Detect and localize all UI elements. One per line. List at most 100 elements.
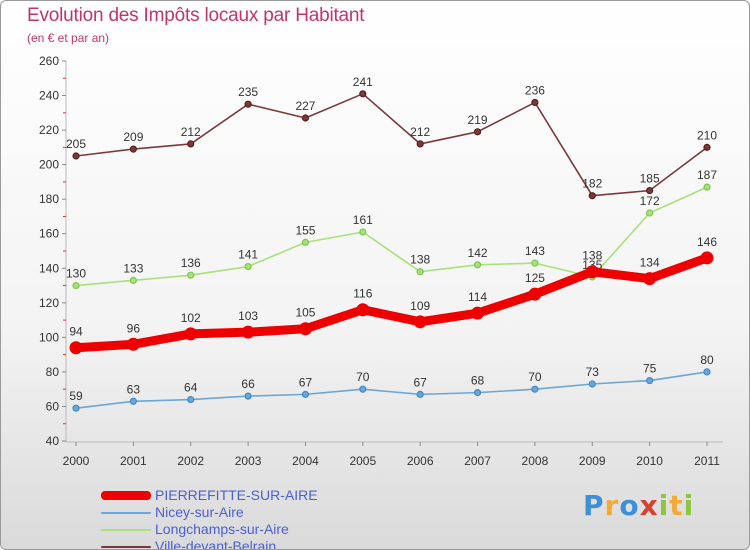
data-label: 67 [299, 375, 313, 389]
data-label: 125 [525, 271, 545, 285]
y-tick-label: 60 [46, 399, 60, 413]
data-label: 64 [184, 381, 198, 395]
legend-swatch [101, 491, 151, 500]
data-label: 142 [468, 246, 488, 260]
logo-letter: i [683, 489, 695, 522]
data-point [244, 392, 252, 400]
y-tick-label: 120 [39, 296, 59, 310]
logo-letter: i [658, 489, 670, 522]
data-point [416, 268, 424, 276]
data-point [531, 385, 539, 393]
proxiti-logo: Proxiti [583, 489, 694, 522]
data-point [359, 385, 367, 393]
x-tick-label: 2006 [407, 454, 434, 468]
legend-swatch [101, 529, 151, 531]
data-label: 182 [582, 177, 602, 191]
y-tick-label: 40 [46, 434, 60, 448]
logo-letter: P [583, 489, 605, 522]
data-label: 138 [582, 249, 602, 263]
data-point [703, 368, 711, 376]
data-point [646, 376, 654, 385]
y-tick-label: 160 [39, 227, 59, 241]
series-line [75, 371, 708, 409]
legend-label: Nicey-sur-Aire [155, 504, 244, 520]
data-label: 109 [410, 299, 430, 313]
data-point [301, 114, 310, 122]
data-label: 146 [697, 235, 717, 249]
data-point [473, 389, 482, 397]
data-label: 130 [66, 267, 86, 281]
series-line [75, 186, 708, 287]
data-label: 219 [468, 113, 488, 127]
data-point [72, 404, 80, 412]
x-tick-label: 2000 [63, 454, 90, 468]
data-point [69, 341, 83, 355]
data-label: 155 [295, 223, 315, 237]
data-label: 70 [528, 370, 542, 384]
data-label: 236 [525, 83, 545, 97]
legend-label: Longchamps-sur-Aire [155, 521, 289, 537]
data-label: 133 [123, 261, 143, 275]
data-point [356, 303, 370, 317]
data-point [588, 380, 596, 388]
data-label: 227 [295, 99, 315, 113]
legend-swatch [101, 546, 151, 548]
chart-subtitle: (en € et par an) [27, 31, 110, 45]
data-label: 172 [640, 194, 660, 208]
data-point [700, 251, 714, 265]
logo-letter: r [604, 489, 620, 522]
data-point [187, 271, 195, 279]
data-point [471, 306, 485, 320]
data-label: 210 [697, 128, 717, 142]
x-tick-label: 2007 [464, 454, 491, 468]
y-tick-label: 260 [39, 54, 59, 68]
data-point [244, 262, 252, 271]
data-point [643, 272, 657, 286]
series-line [71, 253, 712, 353]
data-label: 67 [414, 375, 428, 389]
data-label: 116 [353, 287, 372, 301]
data-point [531, 98, 539, 107]
data-point [473, 128, 482, 136]
data-point [187, 140, 195, 148]
data-label: 80 [700, 353, 714, 367]
data-label: 59 [69, 389, 83, 403]
data-label: 105 [295, 306, 315, 320]
data-point [585, 265, 599, 279]
series-line [75, 93, 708, 197]
data-label: 66 [241, 377, 255, 391]
y-tick-label: 240 [39, 89, 59, 103]
data-point [531, 259, 539, 267]
data-point [129, 276, 137, 284]
data-point [244, 100, 252, 108]
data-point [184, 327, 198, 341]
data-point [359, 90, 367, 98]
data-label: 138 [410, 253, 430, 267]
data-point [187, 395, 195, 404]
data-point [473, 261, 482, 269]
x-tick-label: 2001 [120, 454, 147, 468]
x-tick-label: 2003 [235, 454, 262, 468]
legend-swatch [101, 512, 151, 514]
data-point [416, 140, 424, 148]
data-point [646, 186, 654, 195]
data-label: 73 [586, 365, 600, 379]
logo-letter: o [619, 489, 640, 522]
data-label: 212 [410, 125, 430, 139]
data-point [528, 287, 542, 301]
data-point [703, 143, 711, 151]
data-label: 94 [69, 325, 83, 339]
data-point [129, 397, 137, 405]
data-label: 185 [640, 172, 660, 186]
data-point [72, 281, 80, 290]
data-point [703, 183, 711, 191]
data-label: 235 [238, 85, 258, 99]
logo-letter: t [669, 489, 684, 522]
logo-letter: x [639, 489, 659, 522]
x-tick-label: 2002 [177, 454, 204, 468]
data-label: 161 [353, 213, 373, 227]
data-label: 63 [127, 382, 141, 396]
data-point [301, 390, 310, 398]
